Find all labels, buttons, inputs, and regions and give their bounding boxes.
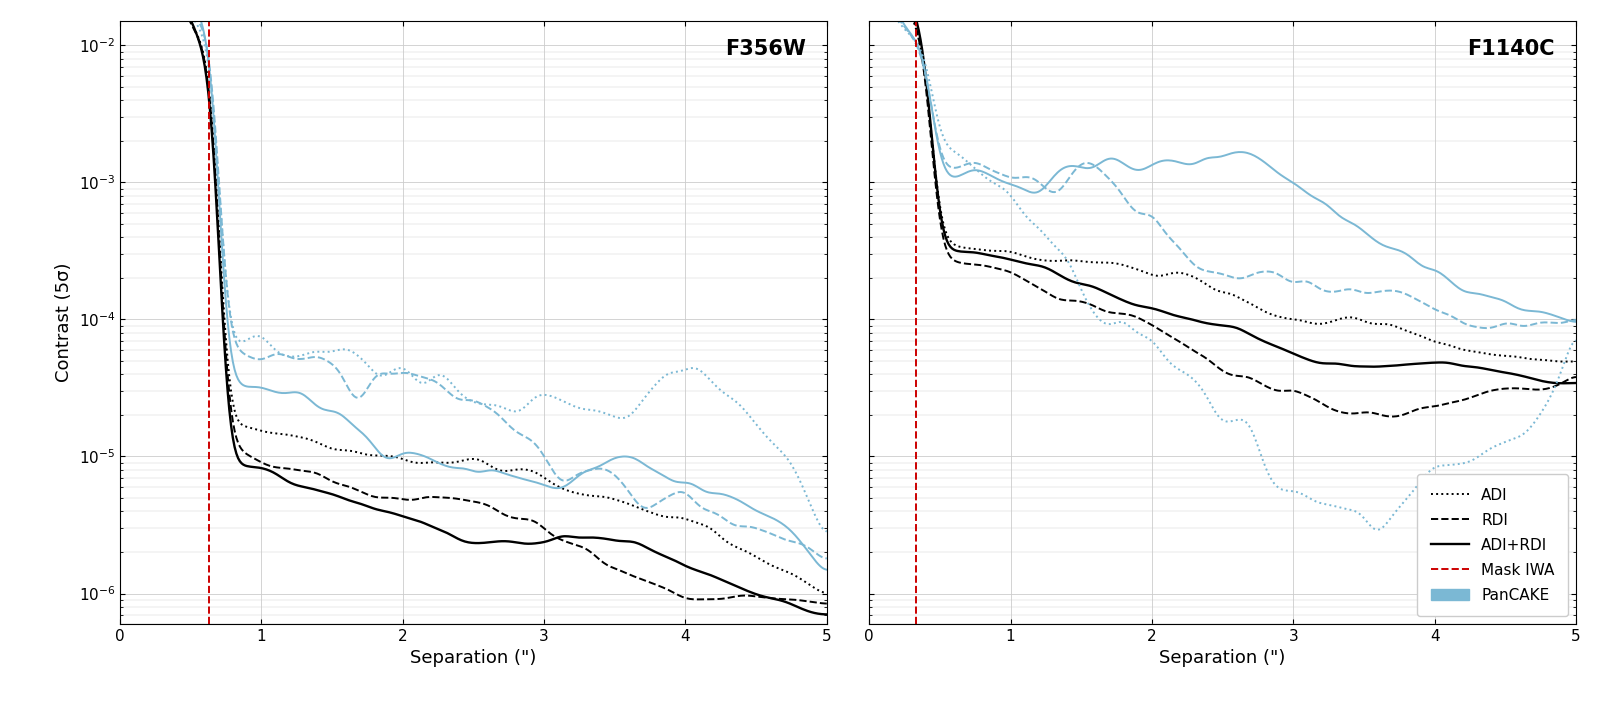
Text: F1140C: F1140C [1467,39,1555,59]
X-axis label: Separation ("): Separation (") [1160,649,1286,668]
Legend: ADI, RDI, ADI+RDI, Mask IWA, PanCAKE: ADI, RDI, ADI+RDI, Mask IWA, PanCAKE [1418,474,1568,616]
Text: F356W: F356W [725,39,805,59]
X-axis label: Separation ("): Separation (") [410,649,536,668]
Y-axis label: Contrast (5σ): Contrast (5σ) [54,263,74,382]
